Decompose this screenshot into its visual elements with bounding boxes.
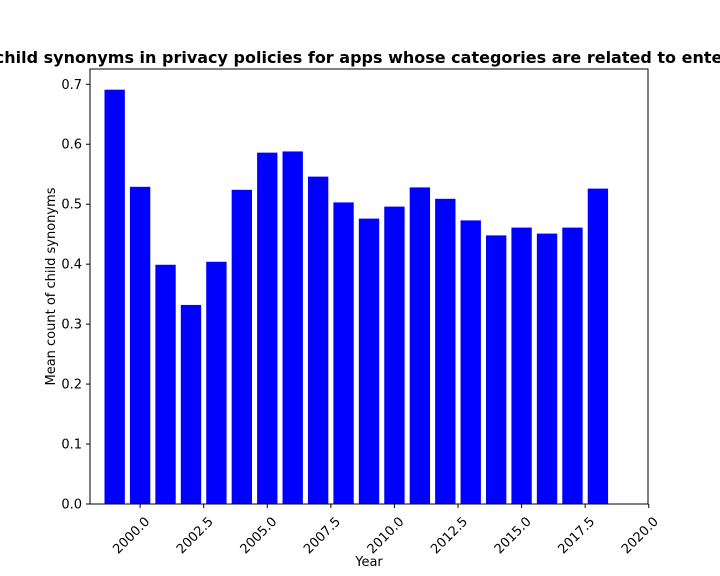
bar-2001 — [155, 264, 176, 504]
y-tick-label: 0.5 — [61, 198, 82, 213]
bar-2018 — [587, 188, 609, 505]
y-axis-label: Mean count of child synonyms — [44, 187, 59, 385]
bar-2006 — [282, 151, 303, 504]
y-tick-label: 0.3 — [61, 318, 82, 333]
y-tick-label: 0.0 — [61, 498, 82, 513]
bars-group — [104, 89, 609, 505]
x-tick-label: 2005.0 — [238, 514, 281, 557]
x-axis-label: Year — [354, 555, 383, 570]
bar-2011 — [409, 187, 431, 504]
bar-2002 — [180, 304, 202, 504]
bar-2007 — [307, 176, 329, 504]
bar-2014 — [485, 235, 507, 504]
bar-2015 — [511, 227, 532, 504]
x-tick-label: 2012.5 — [428, 514, 471, 557]
y-tick-label: 0.4 — [61, 258, 82, 273]
bar-2012 — [435, 198, 456, 504]
x-axis-ticks: 2000.0 2002.5 2005.0 2007.5 2010.0 2012.5 2015… — [110, 504, 662, 557]
x-tick-label: 2000.0 — [110, 514, 153, 557]
bar-2016 — [536, 233, 558, 504]
y-tick-label: 0.6 — [61, 138, 82, 153]
bar-2008 — [333, 202, 354, 504]
bar-2010 — [384, 206, 405, 504]
bar-2009 — [358, 218, 380, 504]
x-tick-label: 2010.0 — [365, 514, 408, 557]
y-axis-ticks: 0.0 0.1 0.2 0.3 0.4 0.5 0.6 0.7 — [61, 78, 90, 513]
bar-2017 — [562, 227, 583, 504]
x-tick-label: 2002.5 — [174, 514, 217, 557]
y-tick-label: 0.1 — [61, 438, 82, 453]
plot-area-frame — [89, 68, 649, 505]
y-tick-label: 0.7 — [61, 78, 82, 93]
x-tick-label: 2007.5 — [301, 514, 344, 557]
chart-title: Mean count of child synonyms in privacy … — [0, 48, 720, 67]
bar-2000 — [129, 186, 151, 505]
x-tick-label: 2020.0 — [619, 514, 662, 557]
x-tick-label: 2015.0 — [492, 514, 535, 557]
x-tick-label: 2017.5 — [555, 514, 598, 557]
y-tick-label: 0.2 — [61, 378, 82, 393]
bar-1999 — [104, 89, 125, 505]
bar-2003 — [206, 261, 227, 504]
bar-2005 — [257, 152, 278, 504]
bar-2004 — [231, 189, 253, 504]
bar-2013 — [460, 220, 481, 505]
